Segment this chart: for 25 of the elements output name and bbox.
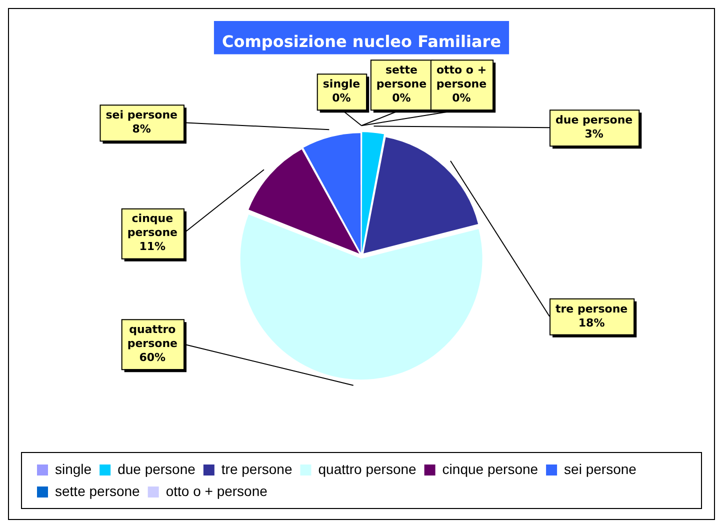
slice-label: cinque persone (127, 212, 178, 240)
slice-label: tre persone (555, 302, 628, 316)
data-label: 3% (584, 127, 604, 140)
legend-label: sette persone (55, 482, 140, 499)
slice-label: sei persone (106, 108, 178, 122)
legend-label: tre persone (221, 460, 292, 477)
data-label: 11% (139, 240, 166, 254)
category-label: otto o + persone (436, 63, 487, 90)
category-label: single (322, 77, 360, 90)
text: 0% (452, 91, 471, 104)
slice-label: quattro persone (127, 322, 178, 350)
text: 0% (392, 91, 411, 104)
data-label: 60% (139, 350, 166, 364)
chart-title: Composizione nucleo Familiare (222, 32, 502, 51)
legend-label: sei persone (564, 460, 637, 477)
data-label: 8% (132, 122, 151, 136)
slice-label: due persone (555, 113, 633, 126)
legend-label: single (55, 460, 92, 477)
legend-label: quattro persone (318, 460, 417, 477)
legend-label: otto o + persone (166, 482, 268, 499)
category-label: sette persone (376, 63, 427, 90)
legend-label: cinque persone (442, 460, 538, 477)
legend-label: due persone (118, 460, 196, 477)
data-label: 18% (578, 316, 605, 330)
text: 0% (332, 91, 351, 104)
